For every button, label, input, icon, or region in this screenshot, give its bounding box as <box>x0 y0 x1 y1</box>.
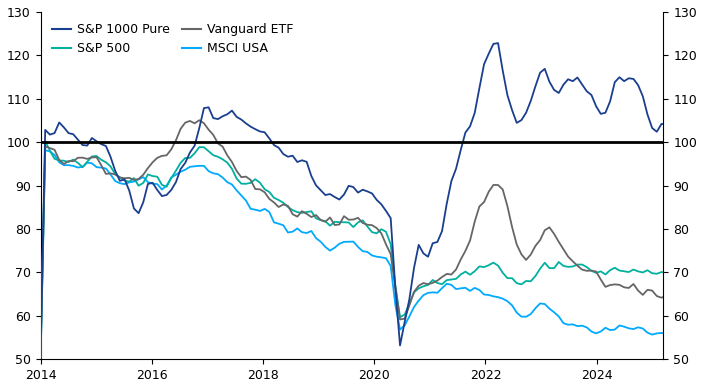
S&P 500 <box>676 272 684 276</box>
Vanguard ETF <box>37 357 45 361</box>
S&P 500 <box>293 210 301 214</box>
Vanguard ETF <box>195 118 203 123</box>
MSCI USA <box>498 296 507 301</box>
S&P 500 <box>41 139 49 144</box>
MSCI USA <box>667 335 675 340</box>
S&P 1000 Pure <box>494 41 502 46</box>
S&P 500 <box>582 265 591 270</box>
Line: MSCI USA: MSCI USA <box>41 150 680 363</box>
S&P 500 <box>37 355 45 359</box>
Line: Vanguard ETF: Vanguard ETF <box>41 120 680 359</box>
S&P 1000 Pure <box>401 320 409 324</box>
MSCI USA <box>37 360 45 365</box>
Line: S&P 1000 Pure: S&P 1000 Pure <box>41 43 680 354</box>
Vanguard ETF <box>582 268 591 273</box>
Vanguard ETF <box>293 214 301 219</box>
S&P 500 <box>405 301 413 306</box>
MSCI USA <box>405 314 413 319</box>
Vanguard ETF <box>405 303 413 308</box>
S&P 1000 Pure <box>582 89 591 94</box>
S&P 500 <box>498 270 507 275</box>
MSCI USA <box>293 226 301 231</box>
S&P 1000 Pure <box>37 352 45 356</box>
S&P 500 <box>275 198 283 202</box>
MSCI USA <box>676 335 684 340</box>
S&P 1000 Pure <box>289 153 297 158</box>
MSCI USA <box>41 148 49 152</box>
S&P 1000 Pure <box>270 143 278 147</box>
S&P 1000 Pure <box>498 68 507 73</box>
S&P 500 <box>667 273 675 278</box>
Vanguard ETF <box>676 296 684 301</box>
MSCI USA <box>275 221 283 226</box>
Legend: S&P 1000 Pure, S&P 500, Vanguard ETF, MSCI USA: S&P 1000 Pure, S&P 500, Vanguard ETF, MS… <box>46 18 298 60</box>
Vanguard ETF <box>498 187 507 192</box>
MSCI USA <box>582 325 591 330</box>
S&P 1000 Pure <box>667 124 675 128</box>
Vanguard ETF <box>275 205 283 209</box>
Vanguard ETF <box>667 293 675 298</box>
Line: S&P 500: S&P 500 <box>41 141 680 357</box>
S&P 1000 Pure <box>676 113 684 117</box>
